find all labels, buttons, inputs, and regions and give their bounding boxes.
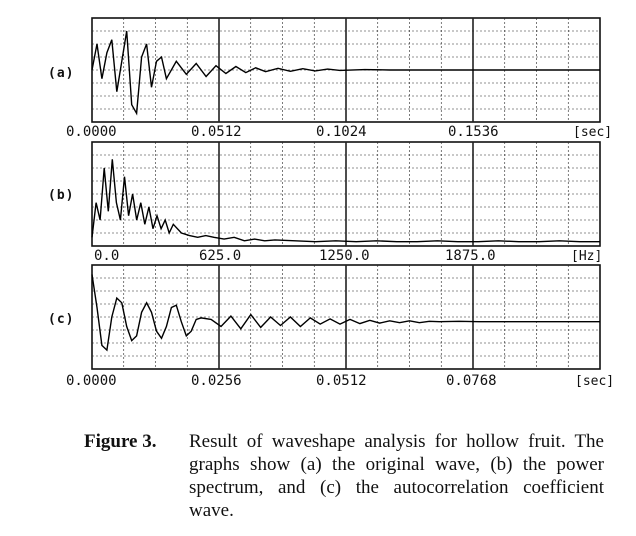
panel-c-series-line [91, 274, 600, 352]
plots-canvas [91, 17, 601, 370]
panel-b-xtick-0: 0.0 [94, 248, 120, 264]
panel-a-xtick-2: 0.1024 [316, 124, 367, 140]
panel-b-xtick-1: 625.0 [199, 248, 242, 264]
panel-b-xtick-2: 1250.0 [319, 248, 370, 264]
panel-c-xtick-0: 0.0000 [66, 373, 117, 389]
panel-a-xtick-3: 0.1536 [448, 124, 499, 140]
panel-b-xunit: [Hz] [571, 249, 603, 264]
panel-a-xtick-0: 0.0000 [66, 124, 117, 140]
panel-b-xtick-3: 1875.0 [445, 248, 496, 264]
panel-c-label: (c) [48, 312, 75, 327]
panel-a-xunit: [sec] [573, 125, 613, 140]
panel-a-xtick-1: 0.0512 [191, 124, 242, 140]
caption-text: Result of waveshape analysis for hollow … [189, 431, 604, 521]
panel-a-series-line [91, 30, 600, 116]
panel-c-xunit: [sec] [575, 374, 615, 389]
panel-a-label: (a) [48, 66, 75, 81]
caption-label: Figure 3. [84, 431, 157, 452]
panel-c-xtick-2: 0.0512 [316, 373, 367, 389]
figure: (a) 0.0000 0.0512 0.1024 0.1536 [sec] (b… [48, 17, 615, 389]
panel-c-xtick-3: 0.0768 [446, 373, 497, 389]
panel-c-xtick-1: 0.0256 [191, 373, 242, 389]
panel-b-label: (b) [48, 188, 75, 203]
panel-b-series-line [91, 159, 600, 243]
